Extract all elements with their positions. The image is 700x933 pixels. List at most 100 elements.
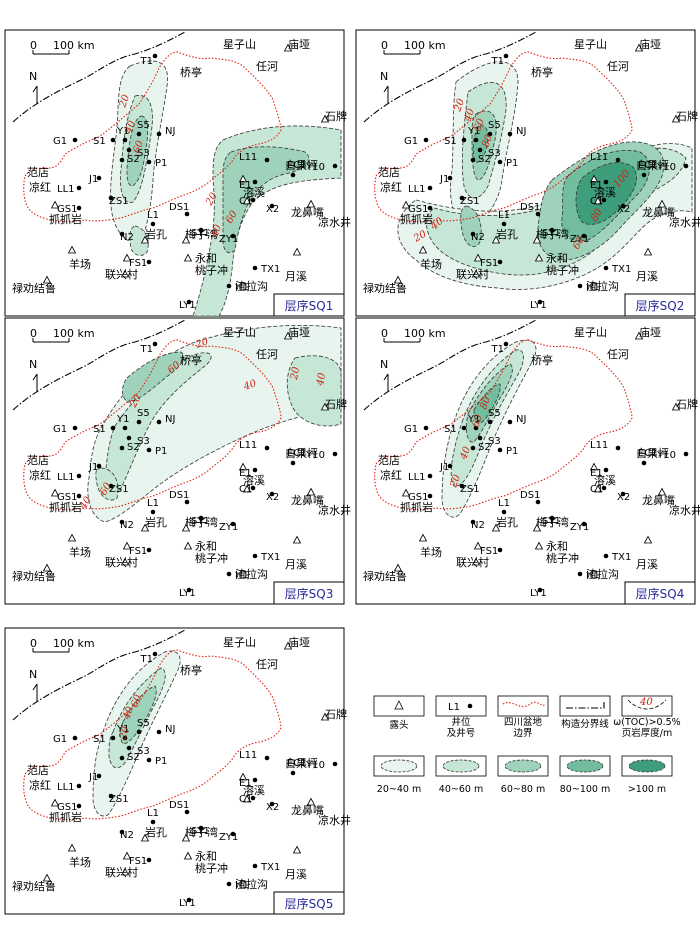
panel-title: 层序SQ4 bbox=[636, 586, 685, 601]
well-label: L1 bbox=[147, 210, 159, 221]
well-label: GS1 bbox=[57, 492, 77, 503]
outcrop-icon bbox=[320, 402, 330, 411]
site-label: 任河 bbox=[256, 348, 278, 361]
well-label: ZY1 bbox=[570, 522, 589, 533]
outcrop-icon bbox=[292, 247, 302, 256]
site-label: 溶溪 bbox=[243, 185, 265, 199]
well-dot bbox=[615, 157, 621, 163]
outcrop-icon bbox=[320, 712, 330, 721]
well-dot bbox=[136, 131, 142, 137]
outcrop-icon bbox=[67, 533, 77, 542]
outcrop-icon bbox=[120, 867, 130, 876]
outcrop-icon bbox=[50, 200, 60, 209]
well-dot bbox=[269, 491, 275, 497]
well-label: J1 bbox=[88, 462, 98, 473]
well-dot bbox=[620, 491, 626, 497]
well-dot bbox=[487, 419, 493, 425]
well-dot bbox=[264, 157, 270, 163]
outcrop-icon bbox=[320, 114, 330, 123]
scale-label: 100 km bbox=[53, 39, 95, 52]
well-label: ZY1 bbox=[570, 234, 589, 245]
outcrop-markers bbox=[42, 641, 330, 882]
well-label: C1 bbox=[239, 484, 252, 495]
well-label: NJ bbox=[165, 414, 175, 425]
well-dot bbox=[537, 299, 543, 305]
well-label: Y1 bbox=[116, 126, 129, 137]
scale-zero: 0 bbox=[381, 39, 388, 52]
contour-value: 80 bbox=[478, 395, 493, 411]
outcrop-icon bbox=[401, 488, 411, 497]
site-label: 任河 bbox=[256, 60, 278, 73]
site-label: 桃子冲 bbox=[546, 551, 579, 565]
well-dot bbox=[119, 829, 125, 835]
well-dot bbox=[226, 571, 232, 577]
sichuan-basin-boundary bbox=[23, 51, 282, 223]
well-label: DS1 bbox=[169, 800, 189, 811]
well-dot bbox=[577, 571, 583, 577]
outcrop-icon bbox=[671, 402, 681, 411]
well-label: FS1 bbox=[129, 856, 147, 867]
legend-item-label: 四川盆地 bbox=[504, 716, 543, 728]
well-dot bbox=[603, 179, 609, 185]
well-label: L1 bbox=[147, 808, 159, 819]
well-dot bbox=[76, 473, 82, 479]
contour-value: 40 bbox=[241, 378, 258, 393]
thickness-swatch bbox=[566, 759, 604, 773]
scale-bar: 0 100 km bbox=[381, 39, 446, 55]
outcrop-icon bbox=[122, 253, 132, 262]
scale-bar: 0 100 km bbox=[30, 637, 95, 653]
well-label: L11 bbox=[590, 440, 608, 451]
well-dot bbox=[150, 819, 156, 825]
site-label: 龙鼻嘴 bbox=[642, 493, 675, 507]
well-label: SY1 bbox=[542, 228, 561, 239]
site-label: 桥亭 bbox=[180, 663, 202, 677]
well-label: S2 bbox=[127, 442, 140, 453]
well-dot bbox=[497, 547, 503, 553]
thickness-swatch bbox=[504, 759, 542, 773]
well-label: FS1 bbox=[129, 258, 147, 269]
outcrop-icon bbox=[643, 535, 653, 544]
well-dot bbox=[110, 425, 116, 431]
site-label: 渣拉沟 bbox=[586, 279, 619, 293]
north-arrow: N bbox=[29, 70, 38, 104]
well-dot bbox=[252, 777, 258, 783]
site-label: 抓抓岩 bbox=[400, 212, 433, 226]
outcrop-icon bbox=[532, 523, 542, 532]
well-label: LL1 bbox=[408, 184, 426, 195]
scale-bar: 0 100 km bbox=[30, 39, 95, 55]
well-label: NJ bbox=[516, 414, 526, 425]
outcrop-icon bbox=[671, 114, 681, 123]
outcrop-markers bbox=[42, 43, 330, 284]
well-label: H1 bbox=[235, 880, 249, 891]
contour-value: 40 bbox=[315, 371, 328, 387]
well-dot bbox=[76, 493, 82, 499]
well-dot bbox=[507, 131, 513, 137]
well-dot bbox=[332, 163, 338, 169]
site-label: 凉红 bbox=[29, 468, 51, 482]
well-label: LL1 bbox=[57, 472, 75, 483]
well-label: E1 bbox=[590, 180, 603, 191]
well-dot bbox=[150, 509, 156, 515]
tectonic-boundary bbox=[12, 31, 186, 123]
well-label: N2 bbox=[120, 830, 134, 841]
outcrop-icon bbox=[292, 535, 302, 544]
well-dot bbox=[72, 735, 78, 741]
site-label: 梅子湾 bbox=[536, 227, 569, 241]
site-label: 联兴村 bbox=[105, 267, 138, 281]
outcrop-markers bbox=[393, 331, 681, 572]
well-label: GS1 bbox=[408, 492, 428, 503]
well-label: Y10 bbox=[656, 450, 676, 461]
contour-value: 20 bbox=[117, 725, 132, 742]
site-label: 星子山 bbox=[574, 38, 607, 51]
site-label: 渣拉沟 bbox=[586, 567, 619, 581]
site-label: 凉水井 bbox=[669, 503, 700, 517]
contour-value: 40 bbox=[462, 107, 477, 124]
site-label: 凉水井 bbox=[318, 503, 351, 517]
well-label: S1 bbox=[444, 424, 457, 435]
thickness-zones bbox=[110, 60, 342, 317]
outcrop-icon bbox=[140, 235, 150, 244]
